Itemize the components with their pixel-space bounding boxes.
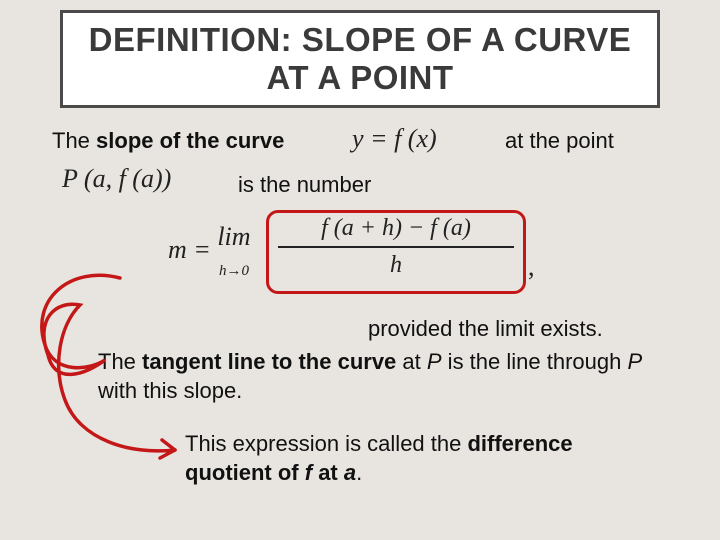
l4-c: at — [396, 349, 427, 374]
text-provided-limit: provided the limit exists. — [368, 316, 603, 342]
equation-fraction: f (a + h) − f (a) h — [278, 214, 514, 280]
l5-a: This expression is called the — [185, 431, 467, 456]
eq-numerator: f (a + h) − f (a) — [278, 214, 514, 243]
eq-trailing-comma: , — [528, 252, 535, 282]
slide: DEFINITION: SLOPE OF A CURVE AT A POINT … — [0, 0, 720, 540]
text-is-the-number: is the number — [238, 172, 371, 198]
l5-d: at — [312, 460, 344, 485]
text-tangent-line: The tangent line to the curve at P is th… — [98, 348, 658, 405]
l5-f: . — [356, 460, 362, 485]
l5-e: a — [344, 460, 356, 485]
l4-a: The — [98, 349, 142, 374]
eq-lim-word: lim — [217, 222, 250, 251]
title-box: DEFINITION: SLOPE OF A CURVE AT A POINT — [60, 10, 660, 108]
text-at-the-point: at the point — [505, 128, 614, 154]
eq-fraction-bar — [278, 246, 514, 248]
eq-lim: lim h→0 — [217, 222, 250, 282]
l4-g: with this slope. — [98, 378, 242, 403]
eq-m-equals: m = — [168, 235, 217, 264]
equation-yfx: y = f (x) — [352, 124, 437, 154]
equation-pafa: P (a, f (a)) — [62, 164, 171, 194]
l4-f: P — [627, 349, 642, 374]
text-slope-curve: slope of the curve — [96, 128, 284, 153]
text-the: The — [52, 128, 96, 153]
text-line-1a: The slope of the curve — [52, 128, 284, 154]
l4-e: is the line through — [442, 349, 628, 374]
equation-limit-prefix: m = lim h→0 — [168, 222, 251, 282]
l4-d: P — [427, 349, 442, 374]
l4-b: tangent line to the curve — [142, 349, 396, 374]
l5-c: f — [305, 460, 312, 485]
eq-denominator: h — [278, 251, 514, 280]
slide-title: DEFINITION: SLOPE OF A CURVE AT A POINT — [73, 21, 647, 97]
eq-lim-sub: h→0 — [219, 263, 249, 279]
text-difference-quotient: This expression is called the difference… — [185, 430, 665, 487]
